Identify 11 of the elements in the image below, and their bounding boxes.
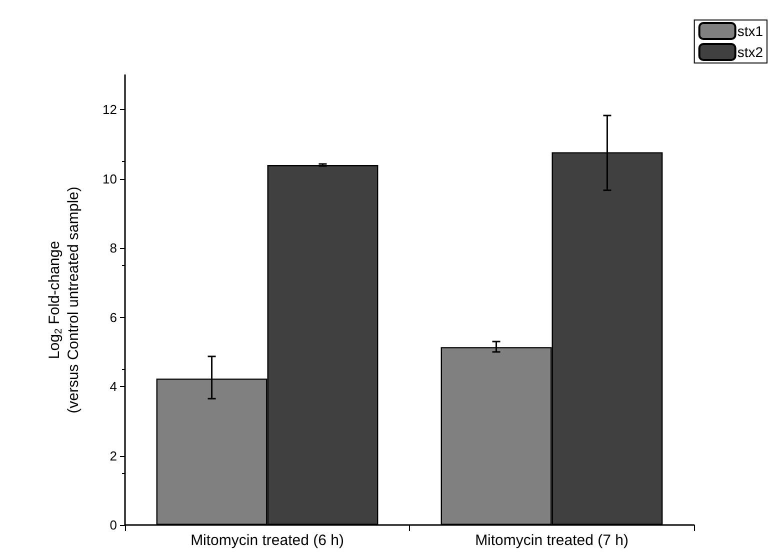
- y-tick-label: 8: [110, 240, 117, 256]
- y-tick-label: 4: [110, 379, 117, 394]
- y-tick-label: 12: [102, 102, 117, 118]
- y-tick-label: 0: [110, 518, 117, 532]
- legend-label: stx1: [737, 23, 764, 39]
- legend-label: stx2: [737, 44, 764, 60]
- y-tick-label: 2: [110, 448, 117, 464]
- x-tick-label: Mitomycin treated (6 h): [190, 532, 344, 549]
- y-tick-label: 10: [102, 171, 117, 186]
- x-tick-label: Mitomycin treated (7 h): [475, 532, 628, 549]
- y-tick-label: 6: [110, 310, 117, 325]
